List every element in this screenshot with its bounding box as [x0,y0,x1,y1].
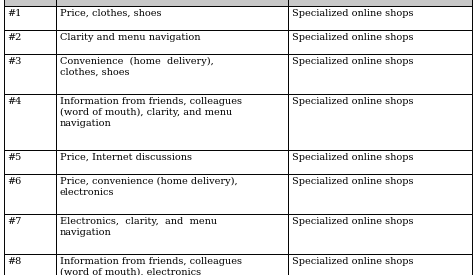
Bar [56,0,288,6]
Bar [288,54,472,94]
Text: Specialized online shops: Specialized online shops [291,177,413,186]
Bar [56,213,288,254]
Bar [4,94,56,150]
Bar [56,150,288,174]
Bar [4,0,56,6]
Bar [4,150,56,174]
Bar [56,94,288,150]
Text: Convenience  (home  delivery),
clothes, shoes: Convenience (home delivery), clothes, sh… [60,57,213,77]
Text: Specialized online shops: Specialized online shops [291,217,413,226]
Text: Specialized online shops: Specialized online shops [291,257,413,266]
Bar [4,29,56,54]
Bar [288,213,472,254]
Bar [4,174,56,213]
Bar [56,174,288,213]
Bar [56,254,288,275]
Text: #4: #4 [8,97,22,106]
Bar [56,54,288,94]
Text: #6: #6 [8,177,22,186]
Text: Electronics,  clarity,  and  menu
navigation: Electronics, clarity, and menu navigatio… [60,217,217,237]
Text: #8: #8 [8,257,22,266]
Text: Price, clothes, shoes: Price, clothes, shoes [60,9,161,18]
Bar [288,94,472,150]
Text: Specialized online shops: Specialized online shops [291,33,413,42]
Bar [288,254,472,275]
Text: Price, convenience (home delivery),
electronics: Price, convenience (home delivery), elec… [60,177,237,197]
Text: #7: #7 [8,217,22,226]
Bar [4,6,56,29]
Text: Specialized online shops: Specialized online shops [291,9,413,18]
Bar [288,29,472,54]
Bar [56,29,288,54]
Bar [288,0,472,6]
Text: Specialized online shops: Specialized online shops [291,57,413,66]
Bar [4,213,56,254]
Text: #3: #3 [8,57,22,66]
Text: #1: #1 [8,9,22,18]
Text: Clarity and menu navigation: Clarity and menu navigation [60,33,200,42]
Text: Price, Internet discussions: Price, Internet discussions [60,153,191,162]
Text: Information from friends, colleagues
(word of mouth), electronics: Information from friends, colleagues (wo… [60,257,241,275]
Text: Information from friends, colleagues
(word of mouth), clarity, and menu
navigati: Information from friends, colleagues (wo… [60,97,241,128]
Text: #5: #5 [8,153,22,162]
Text: #2: #2 [8,33,22,42]
Text: Specialized online shops: Specialized online shops [291,97,413,106]
Bar [288,6,472,29]
Bar [288,150,472,174]
Bar [4,254,56,275]
Bar [56,6,288,29]
Bar [288,174,472,213]
Text: Specialized online shops: Specialized online shops [291,153,413,162]
Bar [4,54,56,94]
